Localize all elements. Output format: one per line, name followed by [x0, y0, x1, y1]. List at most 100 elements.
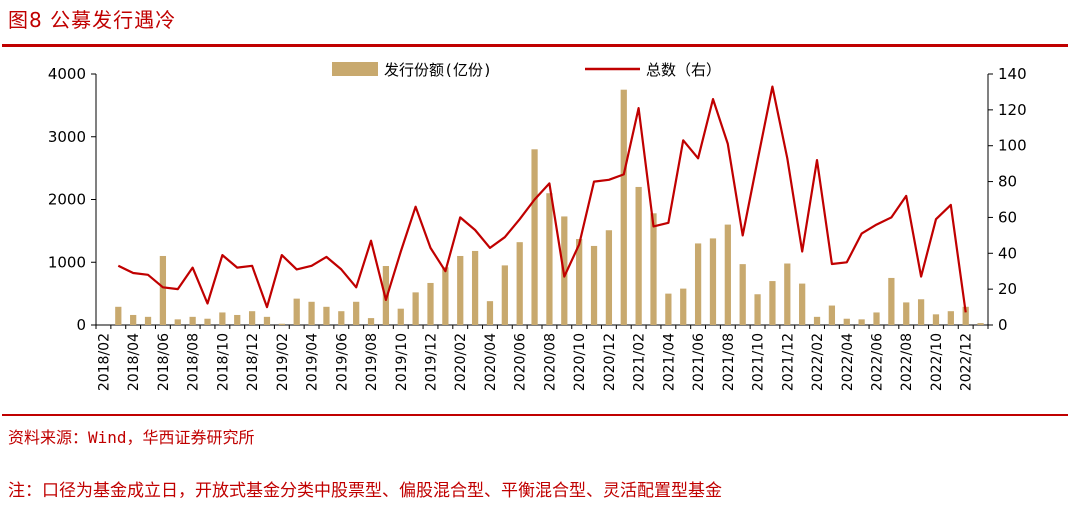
bar	[873, 312, 880, 325]
bar	[724, 224, 731, 325]
x-tick-label: 2018/10	[215, 333, 231, 391]
bar	[546, 193, 553, 325]
bar	[204, 318, 211, 325]
bar	[248, 311, 256, 325]
chart-legend: 发行份额(亿份) 总数（右）	[332, 61, 721, 79]
x-tick-label: 2021/02	[632, 333, 648, 391]
x-tick-label: 2020/04	[483, 333, 499, 391]
bar	[576, 239, 583, 325]
bar	[680, 288, 687, 325]
x-tick-label: 2021/06	[691, 333, 707, 391]
y-left-tick-label: 1000	[48, 253, 86, 271]
bar	[917, 299, 925, 325]
bar	[174, 319, 181, 325]
y-right-tick-label: 20	[998, 280, 1017, 298]
chart: 0 1000 2000 3000 4000 0 20 40 60 80 100 120 140 2018/…	[48, 61, 1027, 391]
bar	[932, 314, 940, 325]
bar	[769, 281, 776, 325]
bar	[754, 294, 761, 325]
bar-series	[115, 89, 984, 325]
total-count-line	[117, 85, 967, 313]
bar	[947, 311, 954, 325]
x-tick-label: 2019/10	[394, 333, 410, 391]
top-rule	[2, 44, 1068, 47]
bar	[739, 264, 746, 325]
x-tick-label: 2019/02	[275, 333, 291, 391]
bar	[263, 316, 271, 325]
x-tick-label: 2022/02	[810, 333, 826, 391]
x-tick-label: 2019/06	[334, 333, 350, 391]
bar	[903, 302, 910, 325]
x-tick-label: 2020/12	[602, 333, 618, 391]
bar	[828, 305, 836, 325]
bar	[709, 238, 717, 325]
bar	[516, 242, 523, 325]
bar	[650, 213, 657, 325]
bar	[486, 301, 494, 325]
x-tick-label: 2022/10	[929, 333, 945, 391]
bar	[665, 293, 672, 325]
legend-bar-swatch	[332, 62, 378, 76]
bar	[977, 323, 984, 325]
y-right-tick-label: 100	[998, 137, 1027, 155]
bar	[799, 283, 806, 325]
bar	[784, 263, 791, 325]
bar	[130, 314, 137, 325]
bar	[888, 277, 895, 325]
x-tick-label: 2021/12	[780, 333, 796, 391]
x-tick-label: 2022/04	[840, 333, 856, 391]
x-tick-label: 2022/12	[959, 333, 975, 391]
x-tick-label: 2022/08	[899, 333, 915, 391]
source-text: 资料来源：Wind，华西证券研究所	[8, 428, 255, 447]
x-tick-label: 2018/04	[126, 333, 142, 391]
x-tick-label: 2018/08	[186, 333, 202, 391]
bar	[219, 312, 226, 325]
bar	[159, 255, 167, 325]
y-right-tick-label: 60	[998, 208, 1017, 226]
x-tick-label: 2018/02	[96, 333, 112, 391]
bar	[115, 306, 122, 325]
y-left-tick-label: 0	[76, 316, 86, 334]
x-tick-label: 2020/02	[453, 333, 469, 391]
bar	[144, 316, 152, 325]
bar	[962, 306, 969, 325]
x-tick-label: 2019/08	[364, 333, 380, 391]
bar	[590, 245, 598, 325]
x-tick-label: 2019/12	[424, 333, 440, 391]
x-tick-label: 2018/06	[156, 333, 172, 391]
x-tick-label: 2018/12	[245, 333, 261, 391]
bar	[843, 318, 850, 325]
bar	[323, 306, 330, 325]
line-series	[117, 85, 967, 313]
bar	[278, 323, 285, 325]
bar	[694, 243, 702, 325]
figure-title: 图8 公募发行遇冷	[8, 8, 177, 32]
x-tick-label: 2020/10	[572, 333, 588, 391]
x-tick-label: 2020/06	[513, 333, 529, 391]
bottom-rule	[2, 414, 1068, 416]
y-right-tick-label: 120	[998, 101, 1027, 119]
bar	[501, 265, 508, 325]
bar	[338, 311, 345, 325]
bar	[457, 255, 464, 325]
bar	[427, 282, 434, 325]
bar	[308, 301, 315, 325]
bar	[813, 316, 821, 325]
bar	[189, 316, 196, 325]
bar	[858, 319, 865, 325]
chart-axes: 0 1000 2000 3000 4000 0 20 40 60 80 100 120 140 2018/…	[48, 65, 1027, 391]
bar	[367, 318, 375, 325]
bar	[234, 314, 241, 325]
y-left-tick-label: 3000	[48, 128, 86, 146]
y-right-tick-label: 40	[998, 244, 1017, 262]
bar	[531, 149, 538, 325]
legend-bar-label: 发行份额(亿份)	[384, 61, 492, 79]
legend-line-label: 总数（右）	[646, 61, 721, 79]
x-tick-label: 2021/08	[721, 333, 737, 391]
y-right-tick-label: 140	[998, 65, 1027, 83]
bar	[635, 186, 642, 325]
bar	[620, 89, 627, 325]
bar	[442, 267, 449, 325]
note-text: 注：口径为基金成立日，开放式基金分类中股票型、偏股混合型、平衡混合型、灵活配置型…	[8, 481, 722, 501]
x-tick-label: 2020/08	[542, 333, 558, 391]
